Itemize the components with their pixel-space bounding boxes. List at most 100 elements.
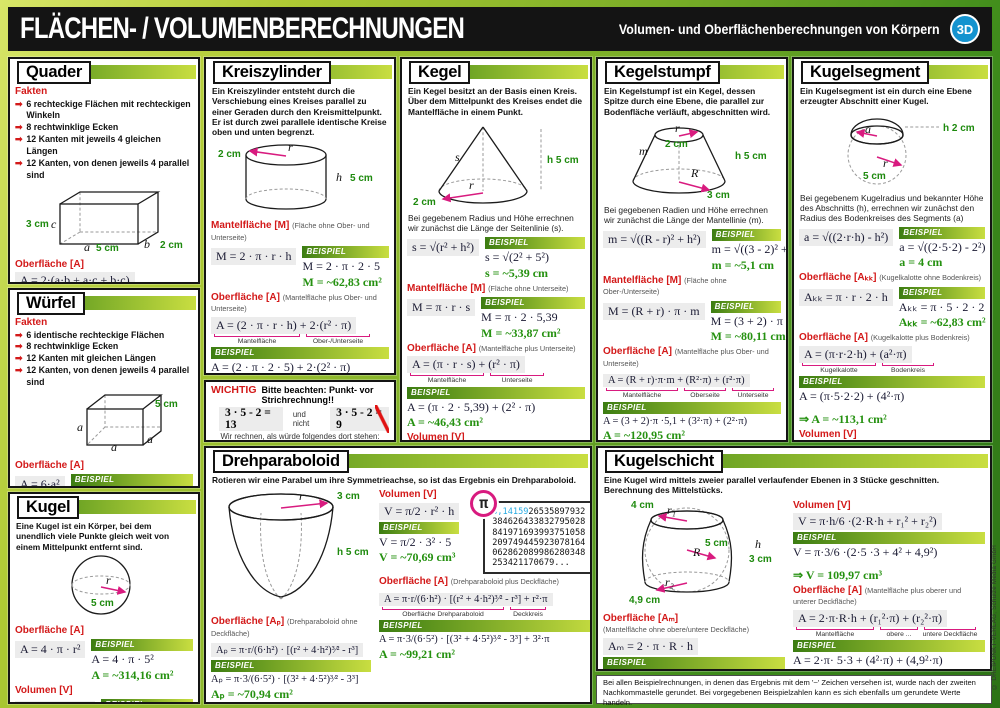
und-nicht-text: und nicht	[292, 410, 310, 428]
ap-example: Aₚ = π·3/(6·5²) · [(3² + 4·5²)³⁄² - 3³]	[211, 674, 359, 686]
surface-result: A = ~120,95 cm²	[603, 428, 686, 442]
panel-description: Ein Kreiszylinder entsteht durch die Ver…	[212, 86, 387, 137]
fact-text: 8 rechtwinklige Ecken	[26, 341, 119, 352]
page-subtitle: Volumen- und Oberflächenberechnungen von…	[619, 21, 940, 37]
var-label: r	[883, 156, 888, 170]
wrong-calculation-crossed: 3 · 5 - 2 = 9	[330, 405, 389, 433]
mantel-example: M = π · 2 · 5,39	[481, 310, 558, 324]
surface-example: A = 2·π· 5·3 + (4²·π) + (4,9²·π)	[793, 653, 943, 668]
wichtig-box: WICHTIG Bitte beachten: Punkt- vor Strich…	[204, 380, 396, 442]
var-label: a	[111, 440, 117, 453]
mantel-example: M = (3 + 2) · π · 5,1	[710, 313, 786, 328]
panel-kreiszylinder: Kreiszylinder Ein Kreiszylinder entsteht…	[204, 57, 396, 375]
var-label: m	[639, 144, 648, 158]
ap-formula: Aₚ = π·r/(6·h²) · [(r² + 4·h²)³⁄² - r³]	[211, 643, 364, 658]
am-heading: Oberfläche [Aₘ] (Mantelfläche ohne obere/…	[603, 612, 750, 634]
3d-badge-icon: 3D	[950, 14, 980, 44]
arrow-bullet-icon: ➡	[15, 353, 23, 364]
pi-symbol-icon: π	[470, 490, 498, 518]
bodenkreis-formula: a = √((2·r·h) - h²)	[799, 228, 894, 246]
mantel-result: M = ~33,87 cm²	[481, 325, 561, 340]
dim-label: 3 cm	[707, 190, 730, 199]
var-label: r	[469, 178, 474, 192]
arrow-bullet-icon: ➡	[15, 341, 23, 352]
beispiel-bar: BEISPIEL	[91, 639, 193, 652]
seitenlinie-result: s = ~5,39 cm	[484, 265, 549, 280]
surface-note: (Mantelfläche plus Ober- und Unterseite)	[211, 292, 377, 314]
footer-note-text-2: Bei vorgegebenen Beispielzahlen kann es …	[603, 687, 961, 707]
pi-digits-line: 209749445923078164	[492, 537, 586, 548]
mantel-note: (Fläche ohne Unterseite)	[488, 283, 569, 293]
paraboloid-figure: r 3 cm h 5 cm	[228, 489, 369, 600]
panel-description: Rotieren wir eine Parabel um ihre Symmet…	[212, 475, 576, 485]
fakten-heading: Fakten	[15, 86, 48, 97]
surface-example: A = (2 · π · 2 · 5) + 2·(2² · π)	[211, 360, 351, 375]
mantellinie-formula: m = √((R - r)² + h²)	[603, 230, 706, 248]
beispiel-bar: BEISPIEL	[899, 226, 985, 239]
surface-note: (Drehparaboloid plus Deckfläche)	[450, 577, 559, 587]
beispiel-bar: BEISPIEL	[710, 300, 781, 313]
formula-braces: Oberfläche Drehparaboloid Deckkreis	[379, 606, 590, 618]
surface-result: ⇒ A = ~113,1 cm²	[799, 411, 887, 426]
panel-title: Kugel	[13, 496, 196, 519]
volume-example: V = π/2 · 3² · 5	[379, 534, 452, 549]
panel-title-text: Kegelstumpf	[605, 61, 720, 84]
surface-heading: Oberfläche [A] (Mantelfläche plus Unters…	[407, 342, 576, 354]
fact-item: ➡ 6 rechteckige Flächen mit rechteckigen …	[15, 99, 193, 123]
beispiel-bar: BEISPIEL	[70, 474, 193, 486]
var-label: h	[755, 537, 761, 551]
volume-formula: V = 4/3 · π · r³	[15, 701, 96, 702]
mantel-note: (Fläche ohne Ober-/Unterseite)	[603, 275, 727, 296]
volume-heading: Volumen [V]	[379, 489, 437, 501]
dim-label: h 5 cm	[735, 151, 767, 162]
wichtig-line: Wir rechnen, als würde folgendes dort st…	[220, 432, 380, 441]
panel-kegelstumpf: Kegelstumpf Ein Kegelstumpf ist ein Kege…	[596, 57, 788, 442]
surface-formula: A = 6·a²	[15, 476, 65, 486]
var-label: r	[675, 121, 680, 135]
fact-text: 12 Kanten mit jeweils 4 gleichen Längen	[26, 134, 161, 156]
spherical-zone-figure: 4 cm r₁ R 5 cm h 3 cm r₂ 4,9 cm	[629, 500, 772, 606]
surface-heading: Oberfläche [A] (Drehparaboloid plus Deck…	[379, 576, 559, 588]
mantellinie-example: m = √((3 - 2)² + 5²)	[711, 241, 788, 256]
panel-title: Kugelschicht	[601, 450, 988, 473]
copyright-text: © DREIPUNKT-VERLAG, Schulze Media GmbH	[991, 545, 998, 690]
pre-text: Bei gegebenen Radien und Höhe errechnen …	[604, 204, 768, 225]
beispiel-bar: BEISPIEL	[603, 656, 785, 669]
wichtig-label: WICHTIG	[211, 384, 257, 396]
formula-braces: Mantelfläche Unterseite	[407, 373, 585, 384]
surface-result: A = ~99,21 cm²	[379, 646, 456, 661]
panel-title: Kegel	[405, 61, 588, 84]
panel-title-text: Kugel	[17, 496, 80, 519]
kalotte-example: Aₖₖ = π · 5 · 2 · 2	[898, 299, 985, 314]
surface-formula: A = 2·(a·b + a·c + b·c)	[15, 272, 135, 282]
surface-heading: Oberfläche [A]	[15, 258, 84, 270]
pi-digits-line: 841971693993751058	[492, 527, 586, 538]
panel-description: Ein Kugelsegment ist ein durch eine Eben…	[800, 86, 972, 107]
panel-kugel: Kugel Eine Kugel ist ein Körper, bei dem…	[8, 492, 200, 704]
beispiel-bar: BEISPIEL	[407, 386, 585, 399]
beispiel-bar: BEISPIEL	[793, 640, 985, 653]
surface-example: A = (3 + 2)·π ·5,1 + (3²·π) + (2²·π)	[603, 415, 748, 427]
beispiel-bar: BEISPIEL	[101, 699, 193, 702]
cylinder-figure: r 2 cm h 5 cm	[218, 140, 373, 210]
ap-heading: Oberfläche [Aₚ] (Drehparaboloid ohne Dec…	[211, 616, 358, 638]
beispiel-bar: BEISPIEL	[379, 521, 460, 534]
surface-example: A = (π·5·2·2) + (4²·π)	[799, 389, 905, 404]
surface-result: A = ~46,43 cm²	[407, 415, 484, 430]
beispiel-bar: BEISPIEL	[711, 228, 781, 241]
panel-quader: Quader Fakten ➡ 6 rechteckige Flächen mit…	[8, 57, 200, 284]
surface-result: A = ~219,94 cm²	[793, 669, 985, 670]
volume-formula: V = π·h/6 ·(2·R·h + r₁² + r₂²)	[793, 513, 942, 530]
surface-heading: Oberfläche [A] (Mantelfläche plus Ober- …	[603, 346, 769, 368]
beispiel-bar: BEISPIEL	[484, 236, 585, 249]
bodenkreis-result: a = 4 cm	[899, 255, 943, 270]
beispiel-bar: BEISPIEL	[302, 246, 389, 259]
mantel-formula: M = π · r · s	[407, 299, 476, 316]
dim-label: 3 cm	[26, 219, 49, 230]
var-label: c	[51, 217, 57, 231]
var-label: r₂	[665, 575, 674, 589]
pi-digits-line: 3,1415926535897932	[492, 507, 586, 518]
dim-label: h 2 cm	[943, 123, 975, 134]
surface-note: (Mantelfläche plus oberer und unterer De…	[793, 585, 962, 607]
